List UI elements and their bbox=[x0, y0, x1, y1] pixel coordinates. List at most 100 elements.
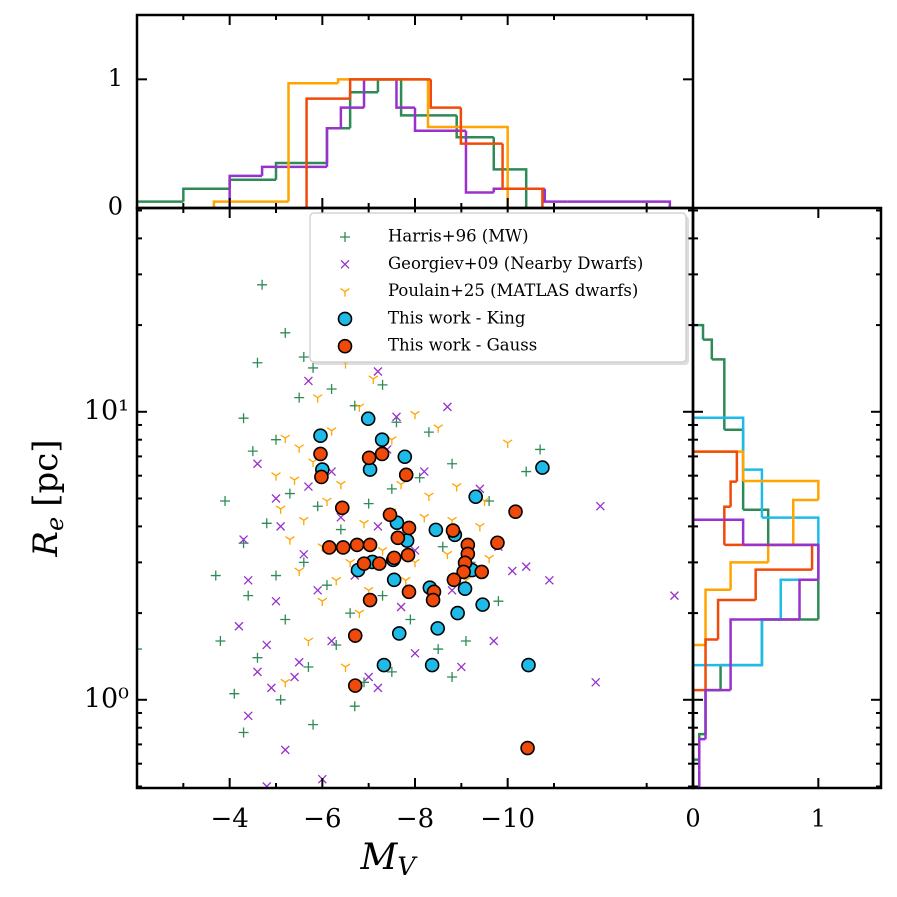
point bbox=[308, 719, 319, 730]
point bbox=[447, 671, 458, 682]
histogram-step bbox=[729, 561, 769, 590]
point bbox=[430, 621, 446, 636]
point bbox=[364, 672, 374, 682]
point bbox=[446, 572, 462, 588]
histogram-step bbox=[743, 543, 820, 580]
point bbox=[396, 480, 406, 490]
point bbox=[303, 482, 313, 492]
histogram-step bbox=[693, 518, 745, 545]
histogram-step bbox=[339, 106, 365, 129]
point bbox=[253, 459, 262, 469]
point bbox=[419, 513, 430, 523]
point bbox=[456, 662, 466, 672]
point bbox=[331, 639, 342, 650]
histogram-step bbox=[711, 358, 726, 430]
histogram-step bbox=[693, 450, 739, 482]
histogram-step bbox=[693, 323, 705, 340]
point bbox=[238, 727, 249, 738]
histogram-step bbox=[792, 498, 819, 545]
point bbox=[290, 672, 299, 682]
point bbox=[670, 591, 679, 601]
legend-label: Poulain+25 (MATLAS dwarfs) bbox=[388, 281, 638, 300]
point bbox=[400, 547, 416, 563]
histogram-step bbox=[287, 81, 339, 202]
point bbox=[314, 469, 329, 485]
histogram-step bbox=[260, 165, 327, 176]
point bbox=[335, 524, 346, 535]
point bbox=[451, 483, 462, 492]
point bbox=[280, 614, 291, 625]
right-frame bbox=[691, 206, 883, 790]
point bbox=[354, 403, 365, 412]
x-tick-label: 0 bbox=[685, 805, 700, 833]
histogram-step bbox=[274, 161, 327, 180]
point bbox=[275, 505, 286, 514]
point bbox=[294, 444, 305, 453]
point bbox=[457, 581, 473, 597]
histogram-step bbox=[501, 143, 544, 208]
point bbox=[544, 575, 554, 585]
point bbox=[361, 450, 377, 466]
point bbox=[313, 585, 323, 595]
point bbox=[349, 701, 360, 712]
axes: −4 −6 −8 −10 10⁰ 10¹ 0 1 0 1 bbox=[84, 15, 881, 834]
point bbox=[400, 576, 411, 586]
y-axis-label: Re [pc] bbox=[26, 439, 69, 557]
point bbox=[386, 483, 397, 494]
point bbox=[271, 472, 281, 481]
point bbox=[299, 549, 309, 559]
point bbox=[468, 489, 483, 505]
point bbox=[442, 402, 452, 412]
point bbox=[373, 521, 383, 531]
point bbox=[493, 596, 504, 607]
histogram-step bbox=[766, 543, 794, 563]
point bbox=[289, 476, 300, 485]
point bbox=[294, 567, 305, 577]
legend-marker bbox=[337, 311, 353, 327]
point bbox=[401, 584, 417, 600]
point bbox=[326, 427, 337, 436]
point bbox=[271, 570, 281, 581]
point bbox=[410, 648, 420, 658]
point bbox=[280, 434, 291, 444]
point bbox=[284, 488, 295, 499]
point bbox=[271, 494, 281, 503]
point bbox=[327, 636, 337, 646]
point bbox=[210, 570, 221, 581]
point bbox=[252, 652, 263, 663]
point bbox=[321, 580, 332, 591]
histogram-step bbox=[693, 588, 731, 647]
point bbox=[303, 661, 314, 672]
histogram-step bbox=[492, 137, 528, 208]
point bbox=[298, 351, 309, 362]
point bbox=[313, 428, 328, 443]
point bbox=[475, 522, 485, 532]
point bbox=[433, 424, 444, 433]
histogram-step bbox=[325, 126, 341, 167]
point bbox=[298, 557, 309, 568]
point bbox=[595, 501, 605, 511]
point bbox=[360, 411, 376, 427]
legend-label: This work - King bbox=[388, 308, 526, 327]
point bbox=[347, 678, 363, 693]
point bbox=[276, 521, 286, 531]
point bbox=[410, 410, 420, 420]
point bbox=[261, 518, 272, 529]
point bbox=[313, 446, 328, 462]
histogram-step bbox=[567, 200, 672, 208]
point bbox=[294, 392, 305, 403]
legend-box bbox=[309, 212, 687, 363]
point bbox=[356, 556, 372, 571]
histogram-step bbox=[182, 187, 230, 202]
top-histogram bbox=[137, 78, 672, 208]
point bbox=[234, 621, 244, 631]
point bbox=[363, 498, 374, 509]
point bbox=[238, 413, 249, 424]
point bbox=[437, 541, 448, 552]
point bbox=[321, 540, 337, 555]
right-histogram bbox=[693, 323, 820, 788]
point bbox=[252, 357, 263, 368]
point bbox=[374, 432, 390, 447]
legend-marker bbox=[340, 288, 350, 297]
histogram-step bbox=[305, 97, 351, 208]
